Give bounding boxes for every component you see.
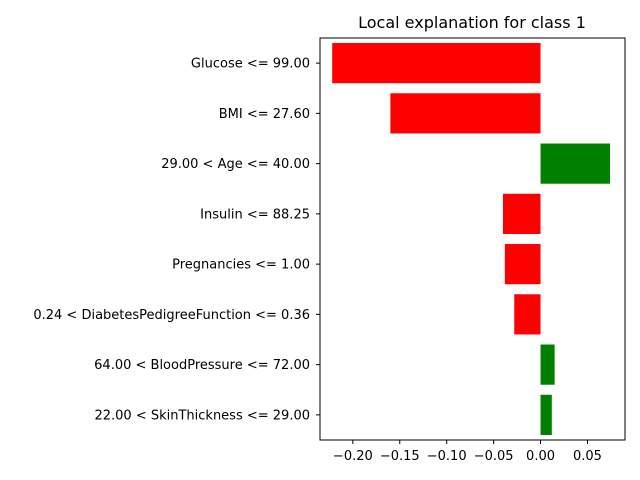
- y-tick-labels: Glucose <= 99.00 BMI <= 27.60 29.00 < Age …: [33, 57, 320, 423]
- bar: [390, 93, 541, 134]
- bar: [514, 294, 541, 335]
- y-tick-label: 22.00 < SkinThickness <= 29.00: [94, 408, 310, 423]
- x-tick-label: 0.05: [573, 449, 602, 464]
- x-tick-label: 0.00: [526, 449, 555, 464]
- bars-group: [332, 43, 610, 435]
- bar: [332, 43, 541, 84]
- x-tick-label: −0.20: [333, 449, 373, 464]
- chart-title: Local explanation for class 1: [358, 13, 586, 32]
- bar: [540, 394, 552, 435]
- y-tick-label: BMI <= 27.60: [219, 107, 310, 122]
- y-tick-label: Glucose <= 99.00: [191, 57, 310, 72]
- bar: [503, 193, 541, 234]
- y-tick-label: 64.00 < BloodPressure <= 72.00: [94, 358, 310, 373]
- x-tick-label: −0.10: [427, 449, 467, 464]
- y-tick-label: 29.00 < Age <= 40.00: [161, 157, 310, 172]
- y-tick-label: Pregnancies <= 1.00: [172, 258, 310, 273]
- x-tick-label: −0.05: [474, 449, 514, 464]
- y-tick-label: 0.24 < DiabetesPedigreeFunction <= 0.36: [33, 308, 310, 323]
- axes-frame: [319, 37, 626, 441]
- bar: [540, 143, 610, 184]
- y-tick-label: Insulin <= 88.25: [200, 207, 310, 222]
- bar: [540, 344, 555, 385]
- x-ticks: −0.20 −0.15 −0.10 −0.05 0.00 0.05: [333, 440, 602, 464]
- bar: [504, 244, 541, 285]
- x-tick-label: −0.15: [380, 449, 420, 464]
